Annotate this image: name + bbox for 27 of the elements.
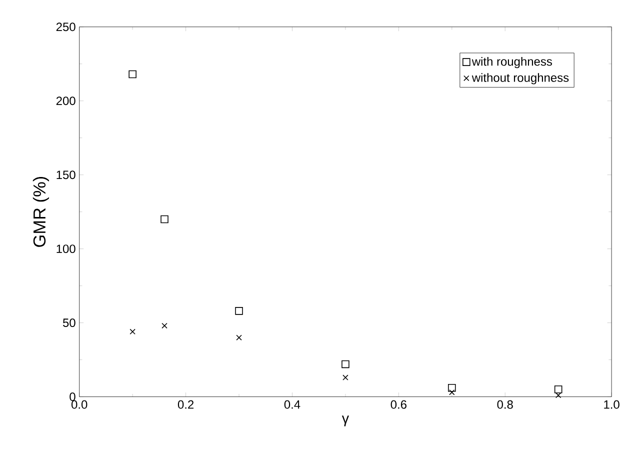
legend-label: with roughness xyxy=(472,56,552,68)
y-tick-label: 50 xyxy=(62,318,76,327)
x-axis-title: γ xyxy=(342,416,349,426)
y-tick-label: 0 xyxy=(70,392,76,401)
point xyxy=(342,360,350,368)
x-tick-label: 0.0 xyxy=(72,400,88,409)
point xyxy=(130,328,136,334)
point xyxy=(449,389,455,396)
point xyxy=(160,215,168,224)
point xyxy=(448,384,456,392)
y-tick-label: 200 xyxy=(56,96,76,106)
point xyxy=(128,70,136,78)
y-tick-label: 150 xyxy=(56,170,76,180)
point xyxy=(342,374,348,380)
x-tick-label: 0.4 xyxy=(284,400,300,409)
x-tick-label: 0.6 xyxy=(390,400,406,409)
x-tick-label: 0.8 xyxy=(497,400,513,409)
point xyxy=(235,307,243,315)
x-tick-label: 1.0 xyxy=(604,400,620,409)
y-axis-title: GMR (%) xyxy=(32,176,49,247)
point xyxy=(554,385,562,394)
y-tick-label: 250 xyxy=(56,22,76,32)
y-tick-label: 100 xyxy=(56,244,76,254)
legend-label: without roughness xyxy=(472,73,569,84)
x-tick-label: 0.2 xyxy=(178,400,194,409)
point xyxy=(236,334,242,340)
point xyxy=(162,322,168,329)
